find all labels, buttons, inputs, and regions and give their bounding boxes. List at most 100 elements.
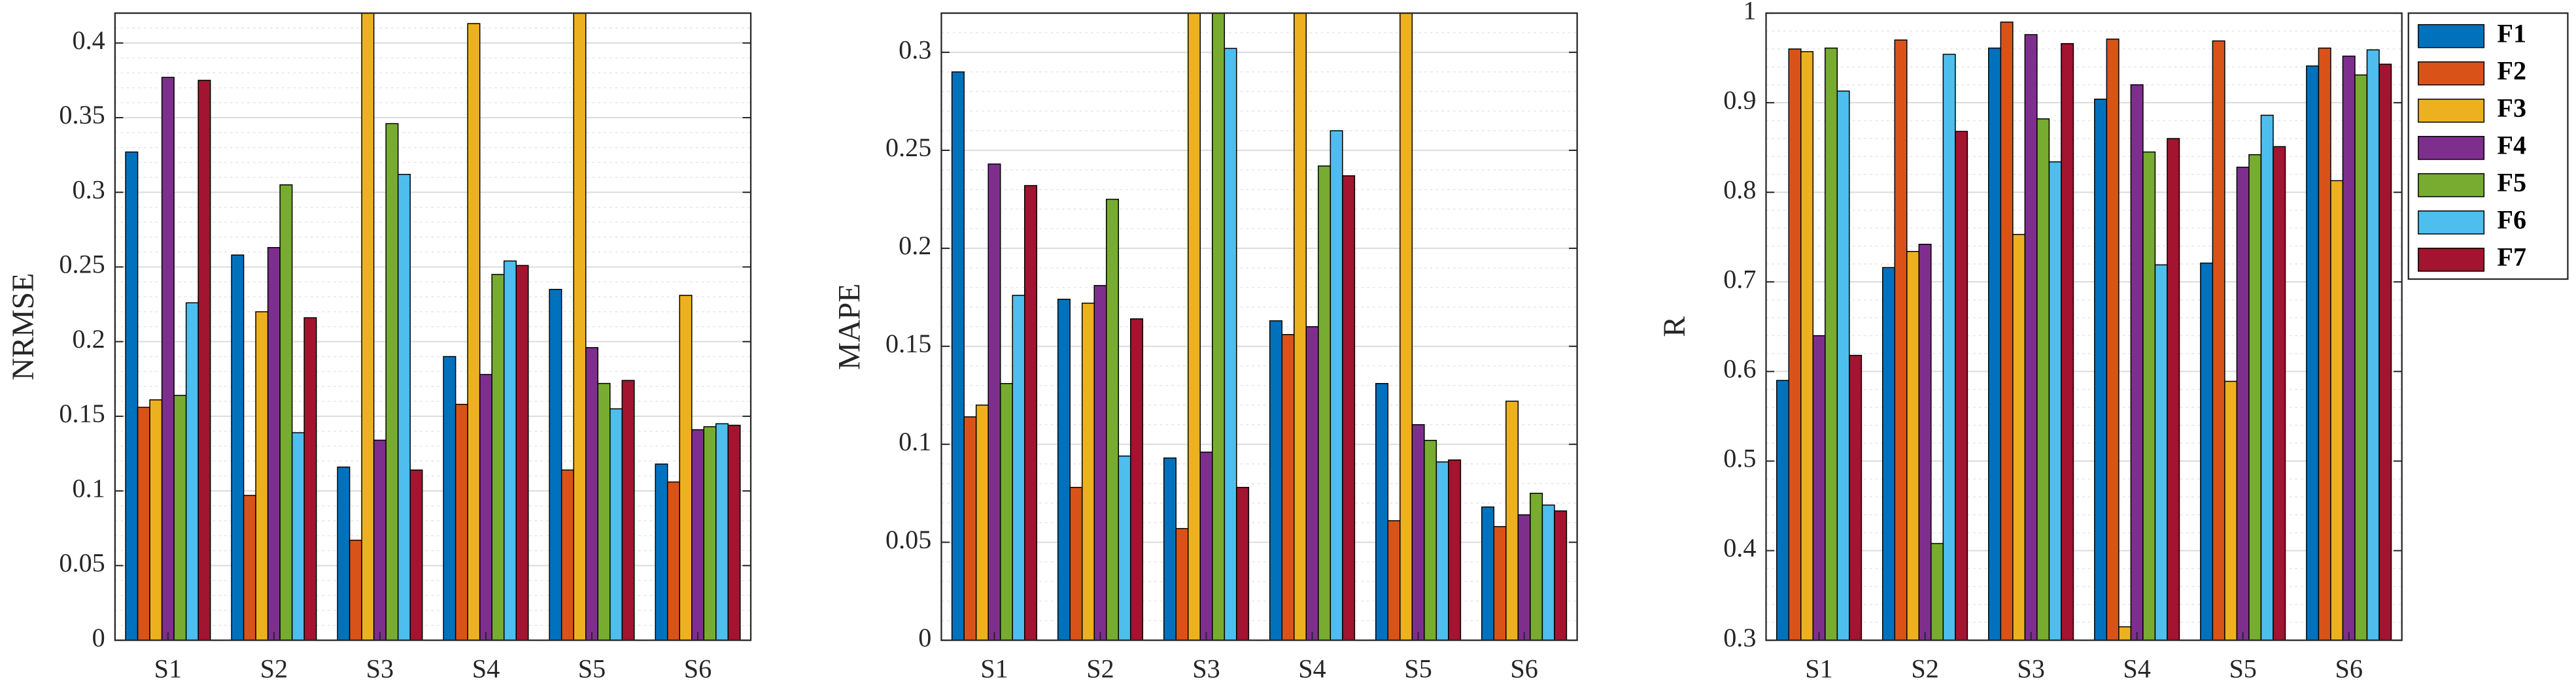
bar — [2212, 40, 2225, 641]
bar — [503, 260, 517, 641]
axes-box — [940, 12, 1578, 641]
bar — [197, 80, 211, 641]
x-tick-label: S3 — [2017, 654, 2044, 684]
bar — [1318, 165, 1331, 641]
bar — [1387, 520, 1401, 641]
bar — [610, 408, 623, 641]
bar — [2236, 167, 2250, 641]
bar — [1012, 295, 1025, 641]
bar — [1081, 303, 1095, 641]
bar — [1517, 514, 1531, 641]
y-tick-label: 0.1 — [899, 427, 931, 456]
bar — [1199, 451, 1213, 641]
bar — [1330, 130, 1343, 641]
legend-label: F7 — [2497, 242, 2526, 272]
bar — [691, 429, 705, 641]
bar — [2024, 34, 2038, 641]
bar — [361, 13, 375, 641]
bar — [1800, 51, 1814, 641]
y-axis-label: NRMSE — [6, 273, 41, 380]
bar — [2366, 49, 2380, 641]
legend-swatch — [2418, 248, 2485, 272]
bar — [1918, 243, 1932, 641]
bar — [727, 424, 741, 641]
bar — [409, 469, 423, 641]
bar — [1505, 401, 1519, 641]
bar — [1788, 48, 1802, 641]
x-tick-label: S5 — [2229, 654, 2256, 684]
y-tick-label: 0.7 — [1723, 265, 1756, 294]
bar — [1057, 299, 1071, 641]
x-tick-label: S6 — [684, 654, 712, 684]
bar — [2012, 233, 2026, 641]
bar — [1281, 334, 1295, 641]
bar — [161, 76, 175, 641]
bar — [1849, 354, 1863, 641]
legend-swatch — [2418, 98, 2485, 123]
legend-swatch — [2418, 210, 2485, 235]
bars — [125, 13, 741, 641]
bar — [951, 71, 965, 641]
bar — [1024, 185, 1038, 641]
bar — [1175, 527, 1189, 641]
bars — [1776, 22, 2392, 641]
bar — [1541, 504, 1555, 641]
bar — [1836, 90, 1850, 641]
bar — [2379, 63, 2392, 641]
x-tick-label: S4 — [1298, 654, 1326, 684]
y-tick-label: 0.8 — [1723, 175, 1756, 204]
y-tick-label: 0.15 — [59, 399, 105, 428]
x-tick-label: S3 — [1192, 654, 1220, 684]
bar — [479, 374, 492, 641]
bar — [655, 463, 668, 641]
y-tick-label: 0.3 — [899, 35, 931, 64]
legend-label: F4 — [2497, 131, 2526, 160]
legend-label: F1 — [2497, 18, 2526, 48]
bar — [560, 469, 574, 641]
y-tick-label: 0.25 — [59, 250, 105, 279]
y-tick-label: 0.2 — [899, 231, 931, 260]
x-tick-label: S2 — [260, 654, 288, 684]
y-tick-label: 0.25 — [885, 133, 931, 162]
bar — [666, 481, 680, 641]
bar — [1882, 267, 1896, 641]
bar — [1212, 13, 1226, 641]
bar — [349, 539, 362, 641]
bar — [2248, 154, 2262, 641]
bar — [1069, 486, 1083, 641]
legend-label: F3 — [2497, 93, 2526, 123]
bar — [1530, 492, 1543, 641]
plot-area — [1766, 13, 2402, 641]
bar — [1906, 250, 1920, 641]
bar — [515, 265, 529, 641]
bar — [1894, 39, 1908, 641]
bar — [243, 495, 256, 641]
bar — [1305, 326, 1319, 641]
bar — [455, 403, 468, 641]
bar — [975, 405, 989, 641]
bar — [397, 174, 411, 641]
bar — [715, 423, 729, 641]
y-tick-label: 0.9 — [1723, 85, 1756, 114]
bar — [1424, 439, 1437, 641]
bar — [1776, 380, 1790, 641]
y-tick-label: 0.05 — [59, 548, 105, 578]
bar — [185, 302, 199, 641]
bar — [2048, 161, 2062, 641]
bar — [1118, 455, 1131, 641]
y-tick-label: 0.05 — [885, 525, 931, 554]
x-tick-label: S4 — [2123, 654, 2150, 684]
legend-swatch — [2418, 24, 2485, 48]
x-tick-label: S5 — [578, 654, 606, 684]
bar — [1435, 461, 1449, 641]
bar — [491, 274, 505, 641]
y-axis-label: MAPE — [833, 284, 867, 371]
bar — [125, 151, 139, 641]
axes-box — [1765, 12, 2403, 641]
bar — [999, 383, 1013, 641]
legend: F1 F2 F3 F4 F5 F6 F7 — [2407, 12, 2569, 280]
bar — [443, 356, 456, 641]
bar — [1411, 424, 1425, 641]
legend-label: F5 — [2497, 168, 2526, 197]
y-axis-label: R — [1657, 316, 1692, 337]
